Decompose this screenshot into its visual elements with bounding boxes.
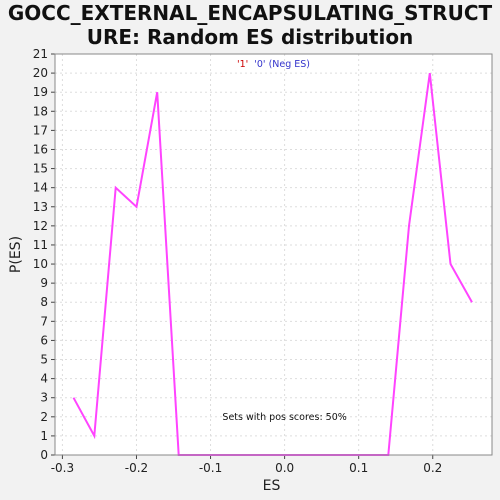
y-tick-label: 16 [33, 142, 48, 156]
x-tick-label: 0.2 [423, 461, 442, 475]
x-tick-label: -0.2 [125, 461, 148, 475]
chart-title-line1: GOCC_EXTERNAL_ENCAPSULATING_STRUCT [7, 1, 493, 25]
plot-border [54, 53, 493, 456]
y-tick-label: 10 [33, 257, 48, 271]
y-tick-label: 2 [40, 410, 48, 424]
annotation-pos-scores: Sets with pos scores: 50% [222, 412, 346, 423]
chart-title: GOCC_EXTERNAL_ENCAPSULATING_STRUCT URE: … [0, 1, 500, 49]
x-tick-label: 0.0 [275, 461, 294, 475]
y-tick-label: 9 [40, 276, 48, 290]
y-tick-label: 17 [33, 123, 48, 137]
y-tick-label: 4 [40, 372, 48, 386]
y-tick-label: 15 [33, 162, 48, 176]
y-axis-label: P(ES) [8, 236, 24, 273]
grid-lines [55, 53, 492, 456]
legend-label-1: '1' [237, 59, 248, 70]
y-tick-label: 13 [33, 200, 48, 214]
y-tick-label: 14 [33, 181, 48, 195]
plot-area [55, 54, 492, 455]
x-axis-label: ES [263, 478, 281, 494]
y-tick-label: 21 [33, 47, 48, 61]
y-tick-label: 6 [40, 333, 48, 347]
y-tick-label: 1 [40, 429, 48, 443]
y-tick-label: 7 [40, 314, 48, 328]
y-tick-label: 11 [33, 238, 48, 252]
x-axis-ticks: -0.3 -0.2 -0.1 0.0 0.1 0.2 [51, 455, 442, 475]
y-tick-label: 19 [33, 85, 48, 99]
y-tick-label: 8 [40, 295, 48, 309]
chart-title-line2: URE: Random ES distribution [86, 25, 414, 49]
y-tick-label: 0 [40, 448, 48, 462]
x-tick-label: 0.1 [349, 461, 368, 475]
legend-label-0: '0' (Neg ES) [254, 59, 310, 70]
y-tick-label: 12 [33, 219, 48, 233]
x-tick-label: -0.1 [199, 461, 222, 475]
x-tick-label: -0.3 [51, 461, 74, 475]
y-tick-label: 18 [33, 104, 48, 118]
y-tick-label: 5 [40, 353, 48, 367]
y-tick-label: 3 [40, 391, 48, 405]
legend: '1' '0' (Neg ES) [237, 59, 310, 70]
y-tick-label: 20 [33, 66, 48, 80]
